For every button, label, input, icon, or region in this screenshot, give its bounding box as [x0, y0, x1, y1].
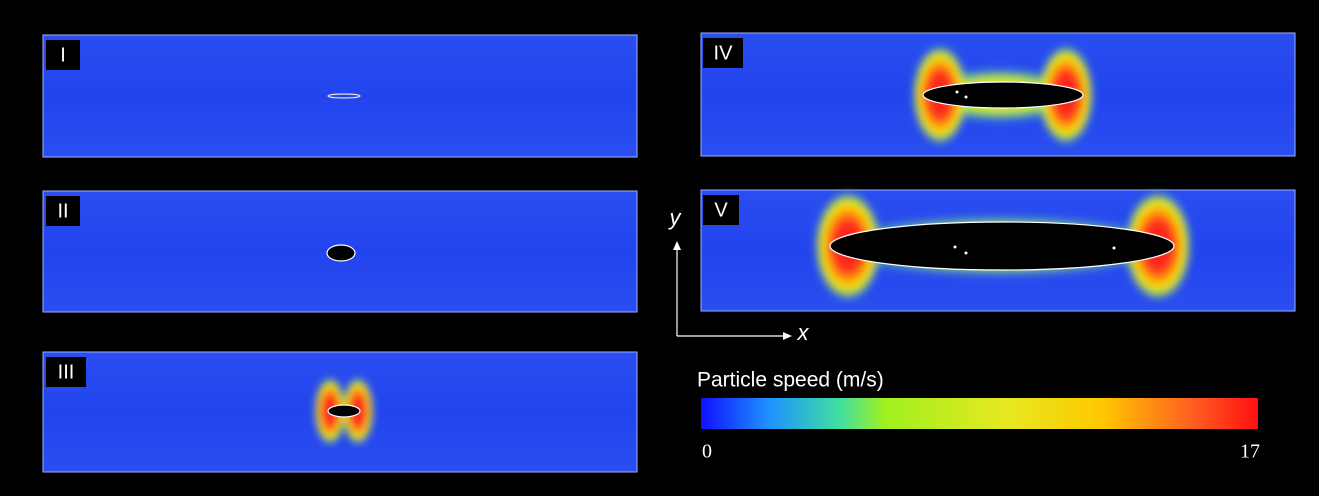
panel: IV [701, 33, 1295, 156]
panel: II [43, 191, 637, 312]
colorbar [701, 398, 1258, 429]
panel: III [43, 352, 637, 472]
axis-label: x [797, 320, 810, 345]
panel: I [43, 35, 637, 157]
panel-label: V [714, 199, 728, 221]
panel-label: IV [714, 42, 734, 64]
page: I II III IV [0, 0, 1319, 496]
panel-label: II [57, 200, 68, 222]
panel: V [701, 190, 1295, 311]
panel-label: III [58, 361, 75, 383]
panel-label: I [60, 44, 66, 66]
colorbar-min: 0 [702, 441, 712, 463]
figure: I II III IV [0, 0, 1319, 496]
colorbar-title: Particle speed (m/s) [697, 369, 884, 392]
axis-label: y [668, 205, 683, 230]
colorbar-max: 17 [1240, 441, 1260, 463]
